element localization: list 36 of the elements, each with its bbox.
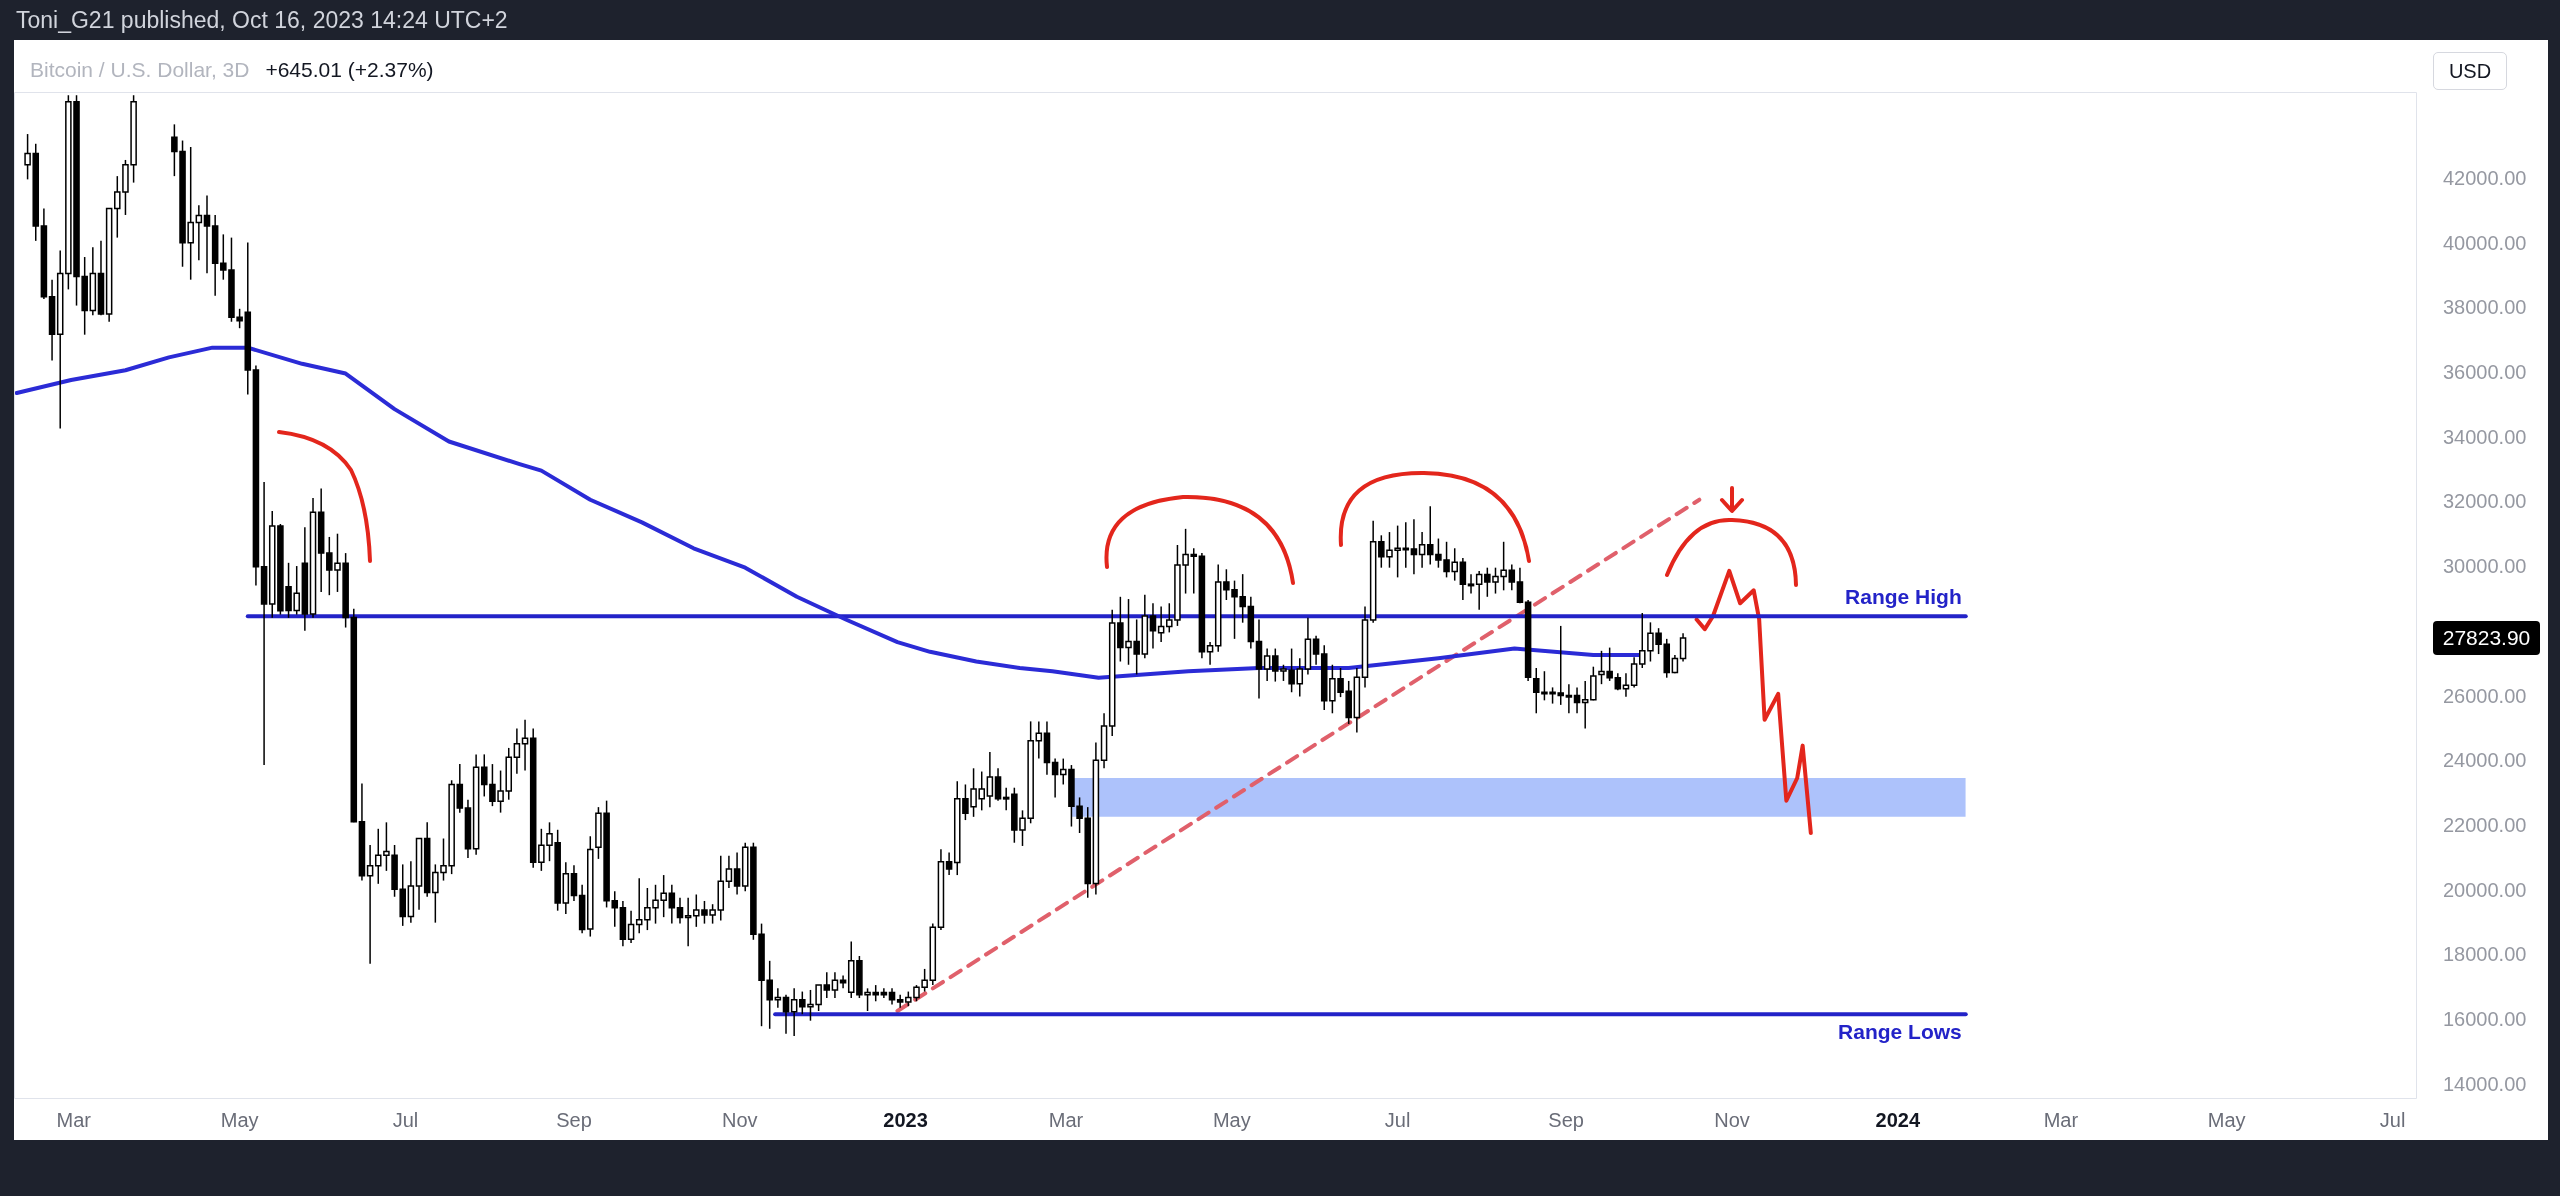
text: USD — [2433, 52, 2507, 90]
x-tick-label: May — [1212, 1108, 1251, 1131]
y-tick-label: 30000.00 — [2443, 555, 2527, 578]
y-tick-label: 24000.00 — [2443, 749, 2527, 772]
x-tick-label: 2024 — [1875, 1108, 1921, 1131]
y-tick-label: 22000.00 — [2443, 814, 2527, 837]
x-tick-label: May — [2207, 1108, 2246, 1131]
x-tick-label: Nov — [1714, 1108, 1750, 1131]
y-tick-label: 34000.00 — [2443, 425, 2527, 448]
series-label: Range High — [1845, 584, 1962, 608]
x-tick-label: Sep — [1548, 1108, 1584, 1131]
y-tick-label: 36000.00 — [2443, 361, 2527, 384]
text: 27823.90 — [2442, 625, 2531, 649]
chart-title: Toni_G21 published, Oct 16, 2023 14:24 UTC+2 — [16, 7, 508, 34]
x-tick-label: Mar — [56, 1108, 92, 1131]
y-tick-label: 14000.00 — [2443, 1072, 2527, 1095]
y-tick-label: 40000.00 — [2443, 231, 2527, 254]
series-label: Range Lows — [1838, 1019, 1962, 1043]
x-tick-label: Mar — [2043, 1108, 2079, 1131]
x-tick-label: Jul — [392, 1108, 419, 1131]
y-tick-label: 42000.00 — [2443, 166, 2527, 189]
y-tick-label: 26000.00 — [2443, 684, 2527, 707]
x-tick-label: Sep — [556, 1108, 592, 1131]
x-tick-label: Jul — [2379, 1108, 2406, 1131]
x-tick-label: Mar — [1048, 1108, 1084, 1131]
text: +645.01 (+2.37%) — [265, 58, 434, 82]
chart-subtitle: Bitcoin / U.S. Dollar, 3D — [30, 58, 250, 82]
y-tick-label: 20000.00 — [2443, 878, 2527, 901]
y-tick-label: 32000.00 — [2443, 490, 2527, 513]
y-tick-label: 18000.00 — [2443, 943, 2527, 966]
x-tick-label: May — [220, 1108, 259, 1131]
x-tick-label: Jul — [1384, 1108, 1411, 1131]
x-tick-label: 2023 — [883, 1108, 928, 1131]
y-tick-label: 16000.00 — [2443, 1008, 2527, 1031]
y-tick-label: 38000.00 — [2443, 296, 2527, 319]
x-tick-label: Nov — [722, 1108, 758, 1131]
